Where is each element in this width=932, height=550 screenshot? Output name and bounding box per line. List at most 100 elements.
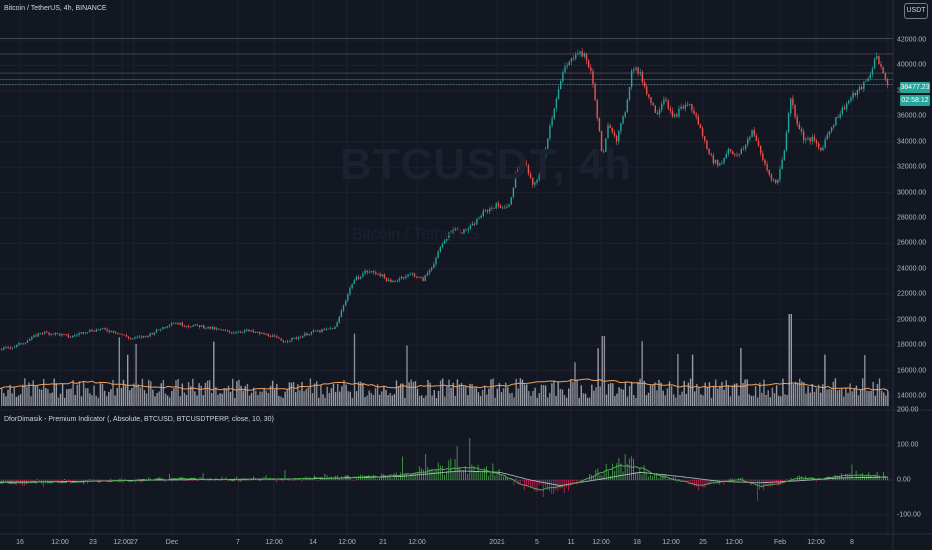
candle-body [523, 161, 525, 164]
histogram-bar [355, 476, 357, 480]
histogram-bar [200, 477, 202, 480]
histogram-bar [374, 478, 376, 480]
histogram-bar [276, 480, 277, 483]
volume-bar [813, 391, 816, 406]
candle-body [157, 329, 160, 331]
histogram-bar [66, 480, 67, 482]
volume-bar [746, 379, 748, 406]
histogram-bar [1, 480, 2, 484]
candle-body [314, 330, 317, 332]
volume-bar [635, 397, 637, 406]
histogram-bar [187, 480, 189, 482]
histogram-bar [853, 478, 855, 480]
histogram-bar [448, 460, 450, 480]
volume-bar [404, 397, 406, 406]
candle-body [747, 139, 749, 145]
volume-bar [395, 380, 398, 406]
volume-bar [880, 390, 883, 406]
candle-body [71, 335, 74, 338]
candle-body [682, 106, 684, 109]
histogram-bar [683, 480, 685, 481]
volume-bar [683, 380, 685, 406]
histogram-bar [505, 475, 506, 480]
histogram-bar [572, 480, 574, 485]
candle-body [755, 135, 758, 141]
candle-body [121, 333, 123, 335]
bar-countdown-tag: 02:58:12 [900, 95, 930, 106]
candle-body [1, 348, 3, 350]
symbol-title[interactable]: Bitcoin / TetherUS, 4h, BINANCE [4, 5, 107, 12]
volume-bar [704, 382, 706, 406]
histogram-bar [790, 477, 792, 480]
volume-bar [620, 388, 622, 406]
volume-bar [366, 395, 368, 406]
volume-bar [240, 385, 242, 406]
candle-body [830, 127, 833, 132]
volume-bar [866, 390, 868, 406]
histogram-bar [534, 480, 536, 492]
volume-bar [423, 397, 425, 406]
candle-body [865, 81, 867, 82]
histogram-bar [691, 480, 693, 485]
volume-bar [400, 383, 402, 406]
candle-body [777, 179, 779, 183]
candle-body [153, 332, 156, 335]
volume-bar [179, 396, 181, 406]
histogram-bar [475, 471, 477, 480]
candle-body [476, 219, 478, 225]
histogram-bar [192, 480, 193, 481]
volume-bar [76, 384, 78, 406]
volume-bar [301, 382, 303, 406]
candle-body [454, 228, 457, 230]
volume-bar [851, 391, 853, 406]
volume-bar [26, 387, 28, 406]
candle-body [190, 326, 192, 328]
histogram-bar [547, 480, 548, 490]
histogram-bar [28, 480, 30, 481]
candle-body [680, 106, 682, 109]
candle-body [364, 270, 366, 274]
candle-body [65, 334, 67, 336]
indicator-title[interactable]: DforDimasik - Premium Indicator (, Absol… [4, 416, 274, 423]
histogram-bar [614, 470, 616, 480]
candle-body [594, 83, 596, 101]
histogram-bar [364, 476, 366, 480]
histogram-bar [589, 474, 590, 480]
candle-body [368, 271, 371, 273]
candle-body [437, 251, 439, 258]
histogram-bar [563, 480, 565, 493]
candle-body [615, 135, 618, 142]
histogram-bar [120, 478, 122, 480]
volume-bar [685, 393, 687, 406]
currency-button[interactable]: USDT [904, 3, 928, 19]
candle-body [151, 333, 153, 335]
volume-bar [274, 389, 276, 406]
candle-body [656, 112, 659, 115]
histogram-bar [618, 457, 620, 480]
histogram-bar [404, 474, 406, 480]
histogram-bar [843, 477, 844, 480]
candle-body [112, 330, 115, 333]
volume-bar [757, 397, 759, 406]
histogram-bar [164, 480, 166, 483]
candle-body [532, 177, 534, 185]
volume-bar [152, 389, 154, 406]
volume-bar [612, 383, 614, 406]
histogram-bar [469, 438, 471, 480]
volume-bar [523, 384, 526, 406]
volume-bar [435, 397, 438, 406]
histogram-bar [507, 478, 508, 480]
histogram-bar [76, 479, 78, 481]
volume-ma-line [0, 378, 889, 391]
candle-body [87, 331, 89, 333]
histogram-bar [857, 476, 859, 480]
time-tick-label: 2021 [489, 539, 505, 546]
candle-body [67, 334, 70, 338]
histogram-bar [238, 480, 240, 482]
candle-body [99, 328, 102, 330]
volume-bar [738, 395, 740, 406]
volume-bar [64, 397, 66, 406]
histogram-bar [794, 480, 796, 481]
histogram-bar [232, 480, 233, 482]
